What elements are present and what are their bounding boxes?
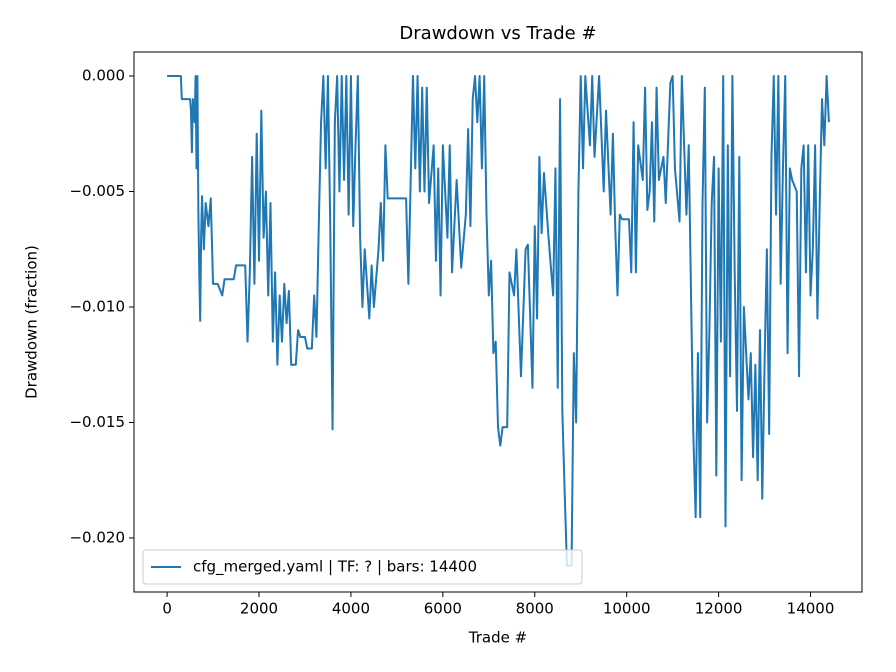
y-tick-label: −0.005 <box>69 182 125 200</box>
x-axis-label: Trade # <box>468 629 527 647</box>
x-tick-label: 4000 <box>332 600 370 618</box>
y-tick-label: −0.015 <box>69 413 125 431</box>
x-tick-label: 14000 <box>787 600 835 618</box>
x-tick-label: 2000 <box>240 600 278 618</box>
axes-frame <box>133 51 863 593</box>
x-tick-label: 8000 <box>516 600 554 618</box>
x-tick-label: 12000 <box>695 600 743 618</box>
y-tick-label: −0.020 <box>69 528 125 546</box>
x-tick-label: 6000 <box>424 600 462 618</box>
y-tick-label: 0.000 <box>82 67 125 85</box>
chart-title: Drawdown vs Trade # <box>399 23 596 44</box>
y-axis-label: Drawdown (fraction) <box>23 245 41 399</box>
legend-label: cfg_merged.yaml | TF: ? | bars: 14400 <box>193 558 477 577</box>
x-tick-label: 0 <box>162 600 172 618</box>
line <box>167 75 830 567</box>
legend <box>142 549 583 585</box>
x-tick-label: 10000 <box>603 600 651 618</box>
y-tick-label: −0.010 <box>69 297 125 315</box>
